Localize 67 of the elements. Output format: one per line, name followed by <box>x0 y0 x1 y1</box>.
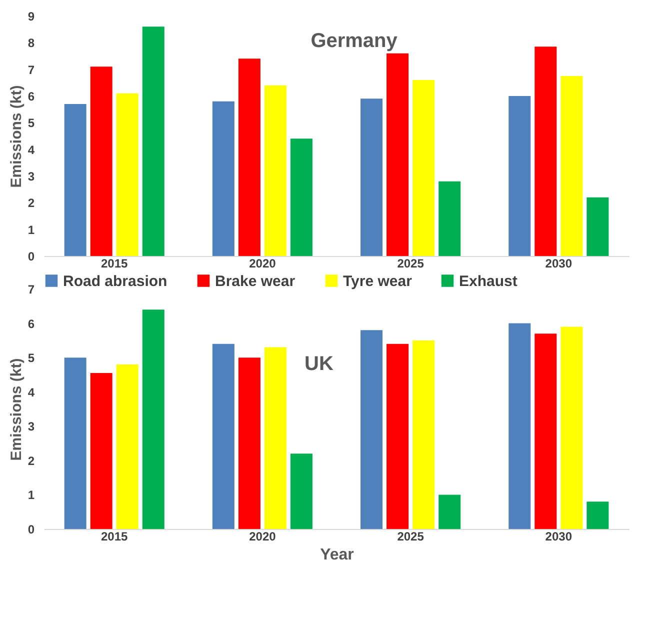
text: Germany <box>310 30 398 52</box>
y-tick-label: 7 <box>28 62 35 77</box>
bar <box>90 66 112 256</box>
y-tick-label: 6 <box>28 90 35 104</box>
legend-label: Tyre wear <box>343 272 412 290</box>
y-tick-label: 7 <box>28 282 35 296</box>
x-tick-label: 2025 <box>397 530 424 544</box>
legend-label: Exhaust <box>459 272 518 290</box>
bar <box>508 96 531 256</box>
y-axis-title: Emissions (kt) <box>8 85 25 188</box>
text: UK <box>304 353 334 375</box>
bar <box>142 26 164 256</box>
y-tick-label: 1 <box>28 222 35 237</box>
y-tick-label: 3 <box>28 170 35 184</box>
bar <box>438 181 461 256</box>
y-tick-label: 2 <box>28 196 35 210</box>
bar <box>586 502 609 529</box>
bar <box>386 344 409 529</box>
y-tick-label: 5 <box>28 116 35 130</box>
x-tick-label: 2015 <box>100 530 128 544</box>
bar <box>264 85 286 256</box>
bar <box>290 138 312 256</box>
bar <box>90 373 112 529</box>
x-axis-title: Year <box>320 546 354 564</box>
bar <box>438 494 461 529</box>
bar <box>212 344 234 529</box>
x-tick-label: 2020 <box>249 256 276 270</box>
y-tick-label: 2 <box>28 454 35 468</box>
x-tick-label: 2025 <box>397 256 424 270</box>
y-tick-label: 4 <box>28 142 35 157</box>
y-tick-label: 0 <box>28 522 35 536</box>
y-axis-title: Emissions (kt) <box>8 358 25 461</box>
x-tick-label: 2030 <box>545 530 572 544</box>
y-tick-label: 0 <box>28 250 35 264</box>
bar <box>64 104 86 256</box>
bar <box>412 80 435 256</box>
bar <box>142 310 164 529</box>
bar <box>534 46 557 256</box>
bar <box>412 340 435 529</box>
y-tick-label: 8 <box>28 36 35 50</box>
y-tick-label: 4 <box>28 385 35 400</box>
y-tick-label: 9 <box>28 10 35 24</box>
bar <box>560 76 583 256</box>
bar <box>560 326 583 529</box>
x-tick-label: 2030 <box>545 256 572 270</box>
bar <box>238 58 260 256</box>
legend-label: Brake wear <box>215 272 296 290</box>
y-tick-label: 1 <box>28 488 35 502</box>
bar <box>264 347 286 529</box>
bar <box>386 53 409 256</box>
y-tick-label: 5 <box>28 351 35 366</box>
bar <box>212 101 234 256</box>
bar <box>238 358 260 529</box>
bar <box>116 93 138 256</box>
bar <box>64 358 86 529</box>
y-tick-label: 6 <box>28 316 35 331</box>
bar <box>360 330 383 529</box>
legend-label: Road abrasion <box>63 272 168 290</box>
bar <box>290 454 312 529</box>
bar <box>360 98 383 256</box>
bar <box>508 323 531 529</box>
bar <box>534 334 557 529</box>
y-tick-label: 3 <box>28 420 35 434</box>
x-tick-label: 2015 <box>100 256 128 270</box>
x-tick-label: 2020 <box>249 530 276 544</box>
bar <box>116 364 138 529</box>
bar <box>586 197 609 256</box>
